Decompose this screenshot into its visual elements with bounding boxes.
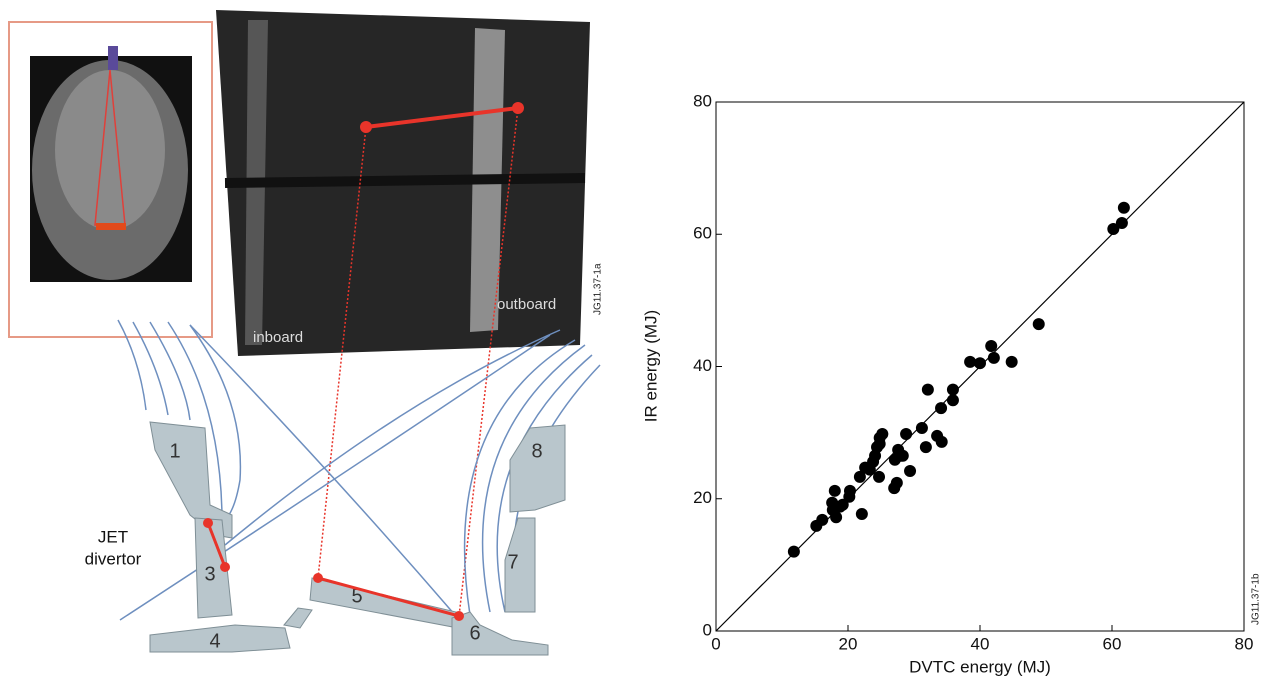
y-axis-label: IR energy (MJ) [641, 310, 660, 422]
data-point [915, 421, 928, 434]
vessel-view-inner [55, 70, 165, 230]
data-point [964, 355, 977, 368]
tile-number: 5 [351, 585, 362, 607]
data-point [890, 476, 903, 489]
scatter-chart: DVTC energy (MJ) IR energy (MJ) JG11.37-… [641, 91, 1261, 676]
data-point [946, 394, 959, 407]
data-point [873, 470, 886, 483]
flux-line [189, 324, 456, 616]
y-tick-label: 80 [693, 91, 712, 110]
tile-number: 7 [507, 551, 518, 573]
divertor-label: divertor [85, 549, 142, 568]
data-point [855, 507, 868, 520]
data-point [900, 427, 913, 440]
data-point [896, 449, 909, 462]
projection-line [317, 126, 367, 579]
tile-number: 4 [209, 630, 220, 652]
y-tick-label: 60 [693, 224, 712, 243]
tile-number: 1 [169, 440, 180, 462]
data-point [935, 402, 948, 415]
data-point [985, 340, 998, 353]
data-point [787, 545, 800, 558]
tile-gap-marker [283, 607, 313, 629]
flux-line [119, 334, 551, 621]
data-point [935, 435, 948, 448]
profile-end [454, 611, 464, 621]
tile-7 [504, 517, 536, 613]
data-point [904, 464, 917, 477]
tile-number: 8 [531, 440, 542, 462]
profile-end [313, 573, 323, 583]
data-point [853, 470, 866, 483]
flux-line [463, 339, 576, 616]
x-tick-label: 80 [1235, 634, 1254, 653]
data-point [836, 498, 849, 511]
tile-5-profile [317, 576, 460, 618]
figure-id: JG11.37-1a [593, 263, 604, 315]
projection-line [458, 107, 519, 617]
data-point [1032, 318, 1045, 331]
tile-3-profile [206, 522, 227, 568]
tile-number: 3 [204, 563, 215, 585]
data-point [1107, 222, 1120, 235]
data-point [987, 351, 1000, 364]
divertor-label: JET [98, 527, 128, 546]
data-point [1115, 217, 1128, 230]
flux-line [132, 321, 169, 416]
data-point [946, 383, 959, 396]
tile-gap [224, 173, 586, 188]
data-point [1117, 201, 1130, 214]
y-tick-label: 0 [703, 620, 712, 639]
flux-line [117, 319, 147, 411]
x-tick-label: 20 [839, 634, 858, 653]
figure-id: JG11.37-1b [1251, 573, 1262, 625]
y-tick-label: 20 [693, 488, 712, 507]
x-tick-label: 40 [971, 634, 990, 653]
y-tick-label: 40 [693, 356, 712, 375]
data-point [830, 511, 843, 524]
flux-line [167, 321, 223, 516]
data-point [921, 383, 934, 396]
camera-marker [108, 46, 118, 70]
data-point [919, 441, 932, 454]
data-point [828, 484, 841, 497]
flux-line [224, 329, 561, 546]
divertor-diagram: inboard outboard JG11.37-1a 1 3 4 5 6 7 [8, 10, 604, 656]
tile-4 [149, 624, 291, 653]
outboard-label: outboard [497, 296, 556, 313]
x-tick-label: 0 [711, 634, 720, 653]
tile-5 [309, 577, 461, 629]
data-point [816, 513, 829, 526]
tile-3 [194, 517, 233, 619]
tile-number: 6 [469, 622, 480, 644]
x-axis-label: DVTC energy (MJ) [909, 657, 1051, 676]
view-target [96, 223, 126, 230]
flux-line [496, 354, 593, 613]
data-point [974, 357, 986, 370]
tile-1 [149, 421, 233, 539]
flux-line [189, 324, 242, 521]
data-point [843, 484, 856, 497]
flux-line [481, 344, 586, 613]
data-point [1005, 355, 1018, 368]
camera-profile [365, 106, 519, 129]
x-tick-label: 60 [1103, 634, 1122, 653]
flux-line [149, 321, 191, 421]
inboard-label: inboard [253, 329, 303, 346]
data-point [876, 427, 889, 440]
profile-end [220, 562, 230, 572]
profile-end [203, 518, 213, 528]
tile-6 [451, 611, 549, 656]
tile-8 [509, 424, 566, 513]
